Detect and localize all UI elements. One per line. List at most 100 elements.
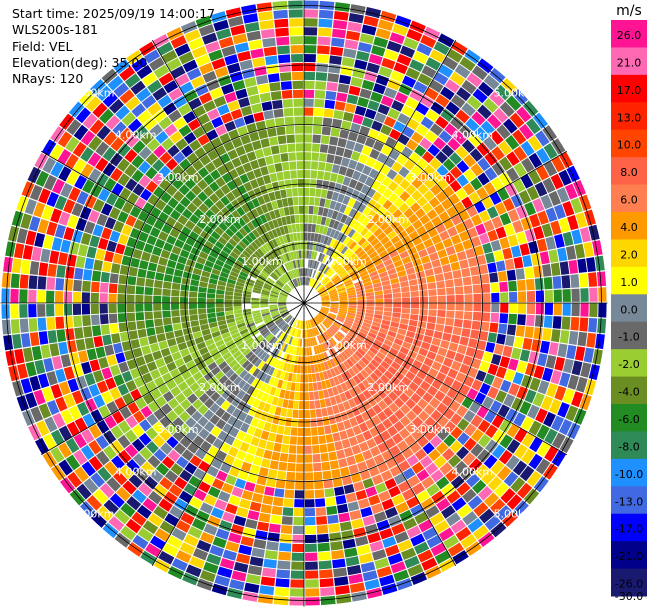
- gate: [378, 271, 388, 278]
- gate: [528, 152, 543, 169]
- gate: [330, 249, 338, 258]
- gate: [72, 291, 82, 303]
- gate: [387, 425, 398, 437]
- gate: [252, 267, 261, 274]
- gate: [328, 181, 336, 191]
- gate: [231, 267, 241, 274]
- gate: [299, 338, 303, 347]
- gate: [279, 226, 286, 236]
- gate: [409, 252, 420, 261]
- gate: [329, 172, 338, 183]
- gate: [276, 425, 285, 435]
- gate: [401, 376, 412, 387]
- gate: [79, 206, 92, 220]
- gate: [202, 70, 217, 83]
- gate: [263, 267, 271, 275]
- gate: [201, 382, 212, 392]
- gate: [81, 428, 95, 444]
- gate: [277, 45, 290, 55]
- gate: [410, 503, 425, 517]
- gate: [340, 327, 349, 334]
- gate: [335, 317, 344, 323]
- gate: [363, 243, 373, 253]
- gate: [373, 258, 383, 267]
- gate: [37, 373, 50, 389]
- gate: [345, 140, 356, 151]
- gate: [456, 446, 470, 460]
- gate: [256, 390, 265, 401]
- gate: [393, 120, 406, 133]
- gate: [316, 314, 324, 322]
- gate: [393, 259, 403, 268]
- gate: [163, 274, 173, 283]
- gate: [103, 430, 117, 445]
- gate: [287, 197, 294, 207]
- gate: [83, 478, 99, 494]
- gate: [433, 137, 447, 150]
- gate: [373, 317, 382, 324]
- gate: [442, 158, 456, 172]
- gate: [339, 362, 348, 372]
- gate: [189, 556, 205, 569]
- gate: [484, 167, 498, 181]
- gate: [348, 159, 358, 170]
- gate: [313, 346, 318, 355]
- gate: [271, 326, 279, 334]
- gate: [491, 161, 505, 176]
- gate: [256, 370, 264, 380]
- gate: [512, 371, 524, 385]
- gate: [196, 341, 207, 350]
- gate: [290, 382, 296, 391]
- gate: [463, 285, 473, 294]
- gate: [224, 120, 237, 132]
- gate: [238, 97, 251, 108]
- gate: [319, 0, 335, 10]
- gate: [272, 358, 279, 368]
- gate: [317, 314, 325, 321]
- gate: [119, 406, 132, 420]
- gate: [44, 416, 58, 433]
- gate: [517, 303, 527, 314]
- gate: [427, 367, 439, 378]
- gate: [322, 470, 332, 480]
- gate: [403, 159, 416, 171]
- gate: [96, 380, 109, 394]
- gate: [276, 397, 284, 407]
- gate: [264, 283, 273, 289]
- gate: [462, 355, 473, 366]
- gate: [521, 157, 535, 173]
- gate: [121, 224, 133, 236]
- gate: [227, 382, 237, 393]
- gate: [10, 304, 19, 319]
- gate: [167, 397, 180, 410]
- gate: [153, 448, 167, 462]
- gate: [534, 277, 544, 290]
- gate: [278, 300, 287, 303]
- gate: [269, 294, 279, 298]
- gate: [437, 310, 446, 318]
- gate: [383, 339, 393, 347]
- gate: [249, 556, 264, 567]
- gate: [408, 213, 419, 224]
- gate: [242, 591, 258, 602]
- gate: [431, 490, 446, 504]
- gate: [328, 451, 338, 461]
- gate: [66, 170, 80, 186]
- gate: [295, 463, 304, 472]
- gate: [384, 506, 399, 519]
- gate: [292, 337, 297, 346]
- gate: [327, 270, 335, 278]
- gate: [331, 191, 340, 202]
- gate: [235, 165, 246, 176]
- gate: [292, 279, 297, 288]
- gate: [471, 111, 486, 126]
- gate: [532, 392, 545, 407]
- gate: [233, 292, 243, 297]
- gate: [272, 378, 280, 388]
- gate: [318, 551, 331, 561]
- gate: [247, 444, 258, 455]
- gate: [298, 401, 304, 410]
- gate: [167, 338, 177, 347]
- gate: [309, 259, 313, 269]
- gate: [145, 166, 158, 180]
